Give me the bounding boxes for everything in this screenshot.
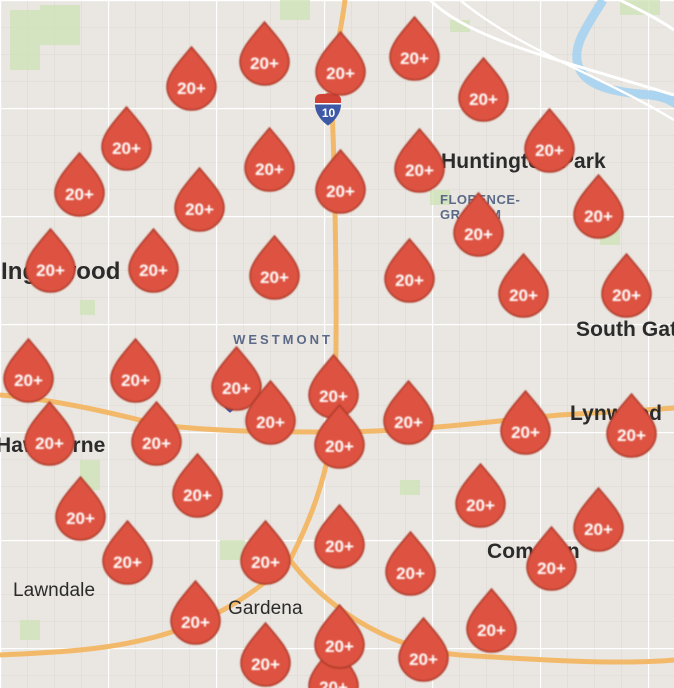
svg-text:10: 10 [322,106,336,120]
